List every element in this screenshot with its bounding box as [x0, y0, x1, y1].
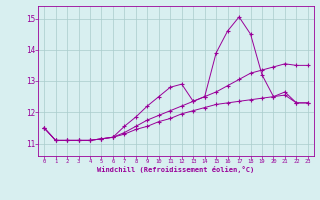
X-axis label: Windchill (Refroidissement éolien,°C): Windchill (Refroidissement éolien,°C) [97, 166, 255, 173]
